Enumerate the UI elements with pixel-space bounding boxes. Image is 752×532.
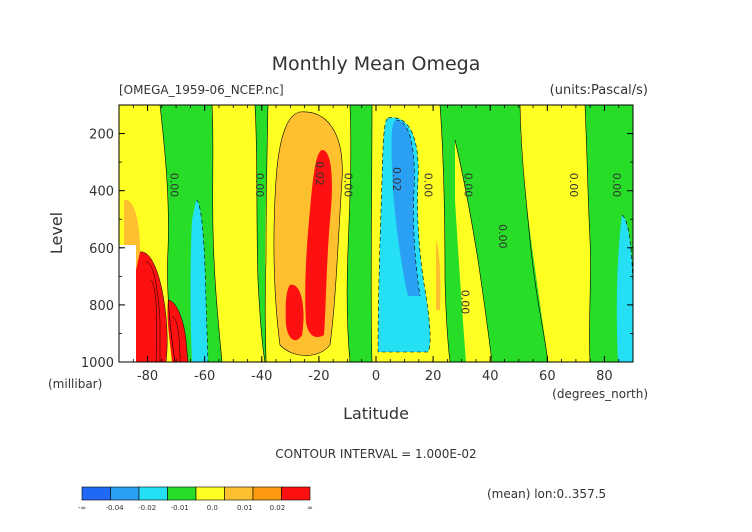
- y-tick-label: 800: [89, 299, 114, 314]
- contour-lines-negative: [195, 117, 633, 362]
- contour-label: 0.00: [462, 173, 475, 198]
- field-missing-data: [119, 245, 136, 362]
- colorbar-swatch: [195, 486, 225, 501]
- contour-label: 0.00: [342, 173, 355, 198]
- contour-line: [584, 105, 591, 362]
- contour-line: [254, 105, 266, 362]
- x-tick-label: -20: [308, 369, 329, 384]
- field-yellow-band-nh-sub: [455, 140, 492, 362]
- contour-line: [211, 105, 223, 362]
- colorbar-label: 0.0: [207, 504, 218, 512]
- contour-line: [171, 315, 181, 362]
- field-red-sh-sub-upper: [305, 150, 332, 338]
- y-axis-label: Level: [47, 212, 66, 254]
- contour-line: [519, 105, 549, 362]
- colorbar-label: ∞: [307, 504, 313, 512]
- contour-label: 0.00: [167, 173, 180, 198]
- x-axis-units: (degrees_north): [552, 387, 648, 401]
- x-tick-label: -40: [251, 369, 272, 384]
- x-tick-label: 60: [539, 369, 556, 384]
- contour-line: [346, 105, 352, 362]
- colorbar-label: -0.04: [106, 504, 125, 512]
- contour-line: [145, 261, 161, 362]
- colorbar-label: -∞: [78, 504, 86, 512]
- chart-title: Monthly Mean Omega: [272, 53, 481, 75]
- contour-line: [273, 111, 343, 356]
- x-tick-label: -80: [137, 369, 158, 384]
- contour-line: [454, 139, 493, 362]
- x-tick-label: 40: [482, 369, 499, 384]
- contour-lines-dense: [139, 251, 189, 362]
- colorbar-swatch: [167, 486, 197, 501]
- field-blue-nh-eq: [391, 120, 420, 296]
- x-tick-label: 80: [596, 369, 613, 384]
- colorbar-swatch: [138, 486, 168, 501]
- x-tick-label: 0: [372, 369, 380, 384]
- contour-line: [167, 299, 189, 362]
- contour-label: 0.02: [390, 167, 403, 192]
- contour-interval-text: CONTOUR INTERVAL = 1.000E-02: [275, 447, 476, 461]
- contour-label: 0.00: [253, 173, 266, 198]
- field-cyan-sh-60: [190, 200, 208, 362]
- y-tick-label: 600: [89, 242, 114, 257]
- contour-label: 0.00: [567, 173, 580, 198]
- y-axis-units: (millibar): [48, 377, 102, 391]
- contour-label: 0.00: [496, 224, 509, 249]
- contour-label: 0.00: [422, 173, 435, 198]
- y-tick-label: 400: [89, 185, 114, 200]
- contour-label: 0.00: [459, 290, 472, 315]
- field-orange-nh-strip: [436, 240, 441, 310]
- x-tick-label: 20: [425, 369, 442, 384]
- contour-label-layer: 0.00 0.00 0.02 0.00 0.02 0.00 0.00 0.00 0.00 0.00…: [167, 161, 623, 314]
- colorbar-label: 0.01: [237, 504, 253, 512]
- contour-label: 0.00: [610, 173, 623, 198]
- x-axis-label: Latitude: [343, 404, 409, 423]
- contour-line: [139, 251, 168, 362]
- y-tick-label: 1000: [81, 356, 114, 371]
- file-label: [OMEGA_1959-06_NCEP.nc]: [119, 83, 284, 97]
- colorbar-swatch: [81, 486, 111, 501]
- units-label: (units:Pascal/s): [550, 83, 648, 98]
- field-yellow-band-nh-mid: [520, 105, 591, 362]
- contour-line: [149, 279, 157, 362]
- contour-line: [264, 105, 269, 362]
- field-yellow-band-sh-mid: [212, 105, 265, 362]
- colorbar-label: 0.02: [270, 504, 286, 512]
- contour-line-dashed: [195, 199, 209, 362]
- x-axis: -80 -60 -40 -20 0 20 40 60 80: [118, 105, 634, 384]
- contour-line-dashed: [395, 119, 421, 297]
- colorbar: -∞ -0.04 -0.02 -0.01 0.0 0.01 0.02 ∞: [78, 486, 313, 512]
- plot-area: 0.00 0.00 0.02 0.00 0.02 0.00 0.00 0.00 0.00 0.00…: [119, 105, 633, 362]
- colorbar-label: -0.01: [171, 504, 189, 512]
- contour-label: 0.02: [313, 161, 326, 186]
- colorbar-swatch: [252, 486, 282, 501]
- contour-line-dashed: [377, 117, 431, 353]
- contour-lines: [159, 105, 591, 362]
- colorbar-swatch: [224, 486, 254, 501]
- contour-line: [370, 105, 373, 362]
- field-red-sh-sub-lower: [285, 284, 304, 341]
- contour-line: [439, 105, 451, 362]
- colorbar-swatch: [110, 486, 140, 501]
- colorbar-label: -0.02: [138, 504, 156, 512]
- contour-line: [159, 105, 176, 362]
- footer-note: (mean) lon:0..357.5: [487, 487, 606, 501]
- y-axis: 200 400 600 800 1000: [81, 104, 633, 371]
- y-tick-label: 200: [89, 128, 114, 143]
- x-tick-label: -60: [194, 369, 215, 384]
- colorbar-swatch: [281, 486, 311, 501]
- field-cyan-nh-pole: [616, 215, 633, 362]
- contour-line-dashed: [621, 214, 633, 301]
